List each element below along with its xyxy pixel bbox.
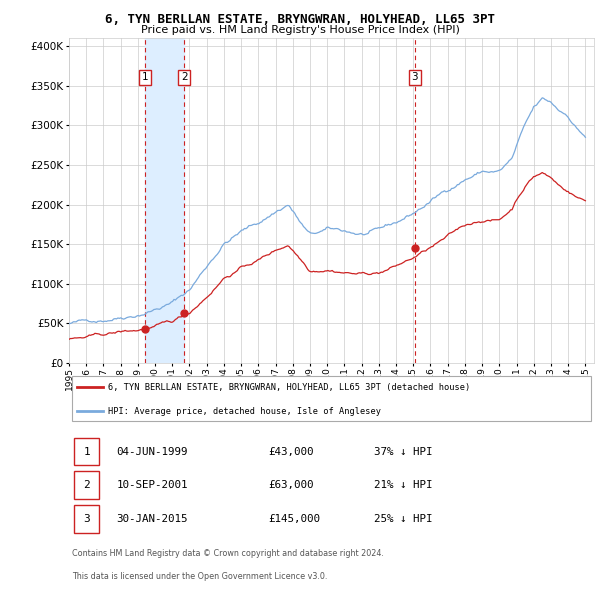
Text: 30-JAN-2015: 30-JAN-2015	[116, 514, 188, 525]
Bar	[145, 38, 184, 363]
FancyBboxPatch shape	[71, 376, 592, 421]
Text: 25% ↓ HPI: 25% ↓ HPI	[373, 514, 432, 525]
FancyBboxPatch shape	[74, 506, 100, 533]
FancyBboxPatch shape	[74, 471, 100, 500]
FancyBboxPatch shape	[74, 438, 100, 466]
Text: 1: 1	[142, 73, 148, 83]
Text: 6, TYN BERLLAN ESTATE, BRYNGWRAN, HOLYHEAD, LL65 3PT (detached house): 6, TYN BERLLAN ESTATE, BRYNGWRAN, HOLYHE…	[109, 383, 470, 392]
Text: 2: 2	[83, 480, 90, 490]
Text: £145,000: £145,000	[269, 514, 320, 525]
Text: 6, TYN BERLLAN ESTATE, BRYNGWRAN, HOLYHEAD, LL65 3PT: 6, TYN BERLLAN ESTATE, BRYNGWRAN, HOLYHE…	[105, 13, 495, 26]
Text: 21% ↓ HPI: 21% ↓ HPI	[373, 480, 432, 490]
Text: 04-JUN-1999: 04-JUN-1999	[116, 447, 188, 457]
Text: HPI: Average price, detached house, Isle of Anglesey: HPI: Average price, detached house, Isle…	[109, 407, 382, 416]
Text: 3: 3	[83, 514, 90, 525]
Text: £63,000: £63,000	[269, 480, 314, 490]
Text: Price paid vs. HM Land Registry's House Price Index (HPI): Price paid vs. HM Land Registry's House …	[140, 25, 460, 35]
Text: 10-SEP-2001: 10-SEP-2001	[116, 480, 188, 490]
Text: 2: 2	[181, 73, 187, 83]
Text: Contains HM Land Registry data © Crown copyright and database right 2024.: Contains HM Land Registry data © Crown c…	[71, 549, 383, 558]
Text: 1: 1	[83, 447, 90, 457]
Text: £43,000: £43,000	[269, 447, 314, 457]
Text: 3: 3	[412, 73, 418, 83]
Text: This data is licensed under the Open Government Licence v3.0.: This data is licensed under the Open Gov…	[71, 572, 327, 581]
Text: 37% ↓ HPI: 37% ↓ HPI	[373, 447, 432, 457]
